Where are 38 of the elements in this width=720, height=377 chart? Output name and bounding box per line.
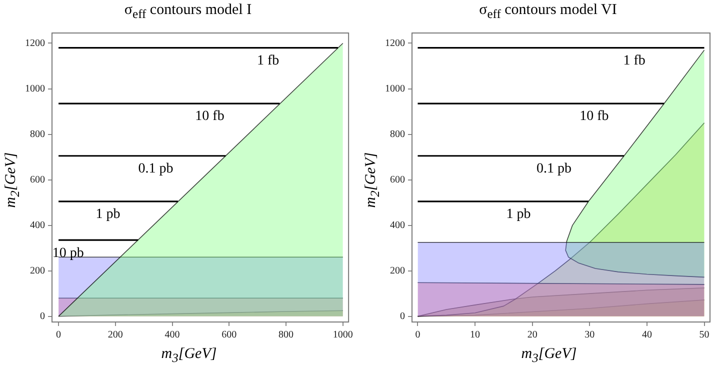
x-tick-label: 0 xyxy=(56,330,62,341)
x-tick-label: 600 xyxy=(222,330,237,341)
x-tick-label: 0 xyxy=(415,330,420,341)
y-tick-label: 0 xyxy=(40,310,45,322)
y-tick-label: 600 xyxy=(390,174,405,186)
x-tick-label: 200 xyxy=(108,330,123,341)
y-tick-label: 400 xyxy=(390,220,405,231)
series-label: 10 fb xyxy=(195,109,224,124)
x-tick-label: 10 xyxy=(470,330,480,341)
x-tick-label: 40 xyxy=(642,330,652,341)
x-tick-label: 50 xyxy=(699,330,710,341)
series-label: 10 fb xyxy=(580,109,609,124)
y-tick-label: 0 xyxy=(400,310,405,322)
x-axis-title: m$_{3}$[GeV] xyxy=(520,346,578,366)
series-label: 1 pb xyxy=(96,207,120,222)
x-tick-label: 20 xyxy=(527,330,538,341)
series-label: 0.1 pb xyxy=(138,162,174,177)
series-label: 0.1 pb xyxy=(536,162,572,177)
series-label: 1 fb xyxy=(256,53,280,68)
y-tick-label: 800 xyxy=(30,128,45,140)
x-tick-label: 400 xyxy=(164,330,180,341)
chart-title: σ$_{eff}$ contours model I xyxy=(123,2,253,22)
x-tick-label: 800 xyxy=(278,330,294,341)
y-tick-label: 800 xyxy=(390,128,405,140)
y-tick-label: 1000 xyxy=(385,83,405,94)
series-label: 1 pb xyxy=(506,207,531,222)
y-tick-label: 1200 xyxy=(385,38,405,49)
y-tick-label: 1000 xyxy=(25,83,45,94)
x-axis-title: m$_{3}$[GeV] xyxy=(160,346,218,366)
y-tick-label: 200 xyxy=(30,265,45,276)
x-tick-label: 30 xyxy=(584,330,595,341)
y-tick-label: 200 xyxy=(390,265,405,276)
x-tick-label: 1000 xyxy=(332,330,353,341)
series-label: 1 fb xyxy=(623,53,646,68)
y-tick-label: 1200 xyxy=(25,38,45,49)
chart-title: σ$_{eff}$ contours model VI xyxy=(478,2,618,22)
y-tick-label: 400 xyxy=(30,220,45,231)
y-tick-label: 600 xyxy=(30,174,45,186)
